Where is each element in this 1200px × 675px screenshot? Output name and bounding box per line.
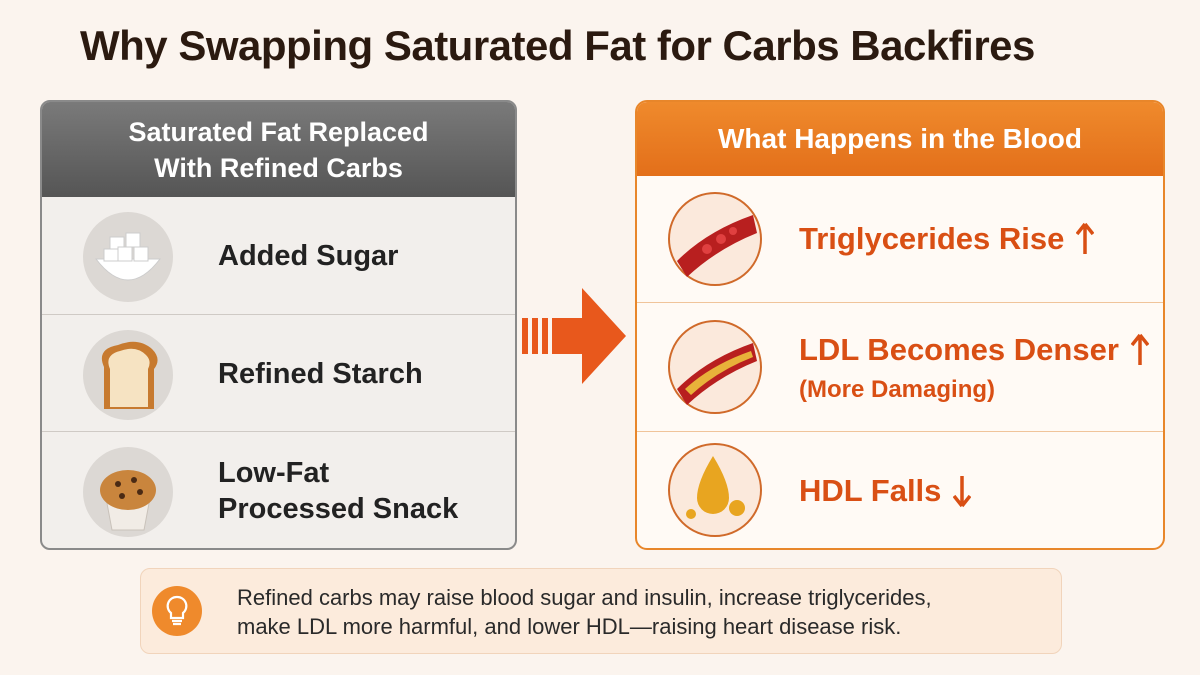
up-arrow [1076,222,1095,254]
item-text: HDL Falls [799,472,942,508]
item-main: Triglycerides Rise [799,221,1095,257]
heading-line: With Refined Carbs [154,152,403,183]
title: Why Swapping Saturated Fat for Carbs Bac… [80,22,1035,69]
item-line: Processed Snack [218,492,459,525]
item-main: LDL Becomes Denser [799,332,1149,368]
item-label: Added Sugar [218,197,398,314]
left-heading: Saturated Fat Replaced With Refined Carb… [42,102,515,197]
footer-text: Refined carbs may raise blood sugar and … [237,583,932,641]
row: Refined Starch [42,314,515,432]
right-heading: What Happens in the Blood [637,102,1163,176]
row: Triglycerides Rise [637,176,1163,302]
item-label: HDL Falls [799,432,972,548]
item-main: HDL Falls [799,472,972,509]
item-line: Added Sugar [218,239,399,272]
item-line: Low-Fat [218,456,330,489]
row: Added Sugar [42,197,515,314]
row: LDL Becomes Denser (More Damaging) [637,302,1163,432]
item-line: Refined Starch [218,357,423,390]
footer-note: Refined carbs may raise blood sugar and … [140,568,1062,654]
footer-line: Refined carbs may raise blood sugar and … [237,585,932,610]
heading-line: Saturated Fat Replaced [128,116,429,147]
item-text: LDL Becomes Denser [799,331,1119,367]
item-label: LDL Becomes Denser (More Damaging) [799,303,1149,432]
left-panel: Saturated Fat Replaced With Refined Carb… [40,100,517,550]
up-arrow [1130,333,1149,365]
vessel-icon [668,192,762,286]
row: HDL Falls [637,431,1163,548]
item-label: Low-Fat Processed Snack [218,432,459,548]
item-label: Triglycerides Rise [799,176,1095,302]
muffin-icon [83,447,173,537]
bulb-icon [152,586,202,636]
bread-icon [83,330,173,420]
droplet-icon [668,443,762,537]
right-panel: What Happens in the Blood Triglycerides … [635,100,1165,550]
item-note: (More Damaging) [799,375,996,403]
down-arrow [953,475,972,507]
item-text: Triglycerides Rise [799,221,1065,256]
flow-arrow [522,288,626,384]
item-label: Refined Starch [218,315,423,432]
artery-icon [668,320,762,414]
footer-line: make LDL more harmful, and lower HDL—rai… [237,614,902,639]
sugar-icon [83,212,173,302]
row: Low-Fat Processed Snack [42,431,515,548]
